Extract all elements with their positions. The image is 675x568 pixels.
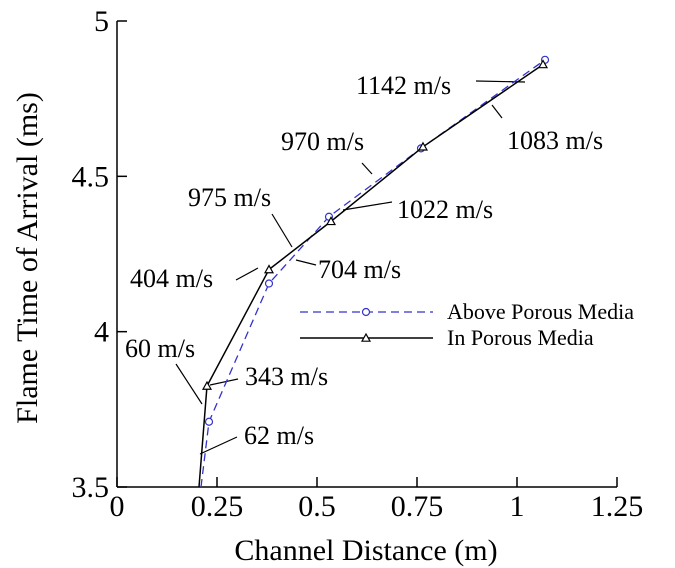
ticks: 0 0.25 0.5 0.75 1 1.25 3.5 4 4.5 5 — [72, 5, 644, 523]
y-axis-label: Flame Time of Arrival (ms) — [11, 92, 44, 424]
data-point-triangle — [201, 380, 213, 390]
velocity-label: 704 m/s — [318, 255, 401, 284]
velocity-label: 343 m/s — [245, 362, 328, 391]
x-tick-label: 0 — [110, 490, 125, 523]
x-tick-label: 1 — [510, 490, 525, 523]
velocity-label: 1083 m/s — [507, 126, 603, 155]
callout-leader — [491, 104, 503, 119]
callout-leader — [361, 162, 373, 175]
velocity-label: 1142 m/s — [356, 71, 451, 100]
y-tick-label: 4.5 — [72, 160, 110, 193]
y-tick-label: 5 — [94, 5, 109, 38]
data-point-triangle — [263, 264, 275, 274]
velocity-label: 970 m/s — [281, 127, 364, 156]
callout-leader — [342, 201, 393, 211]
velocity-label: 1022 m/s — [397, 195, 493, 224]
x-tick-label: 0.5 — [298, 490, 336, 523]
callouts: 60 m/s 404 m/s 975 m/s 970 m/s 1142 m/s 62 m/… — [125, 71, 603, 455]
velocity-label: 62 m/s — [244, 421, 314, 450]
x-tick-label: 0.25 — [191, 490, 244, 523]
callout-leader — [199, 436, 238, 455]
data-point-triangle — [537, 59, 549, 69]
callout-leader — [271, 213, 293, 248]
callout-leader — [235, 267, 259, 281]
data-point-circle — [264, 279, 274, 288]
data-point-triangle — [417, 141, 429, 151]
velocity-label: 975 m/s — [188, 183, 271, 212]
legend-label: In Porous Media — [447, 325, 594, 350]
axes — [116, 21, 617, 488]
data-point-triangle — [325, 216, 337, 226]
callout-leader — [175, 363, 203, 405]
y-tick-label: 4 — [94, 316, 109, 349]
data-point-circle — [361, 307, 371, 317]
y-tick-label: 3.5 — [72, 471, 110, 504]
x-tick-label: 1.25 — [591, 490, 644, 523]
callout-leader — [295, 259, 317, 266]
legend-label: Above Porous Media — [447, 299, 634, 324]
velocity-label: 404 m/s — [130, 264, 213, 293]
series-line — [198, 63, 544, 488]
data-point-circle — [204, 417, 214, 426]
x-tick-label: 0.75 — [391, 490, 444, 523]
callout-leader — [209, 378, 239, 386]
velocity-label: 60 m/s — [125, 334, 195, 363]
x-axis-label: Channel Distance (m) — [234, 534, 497, 567]
series-in-porous-media — [198, 59, 549, 488]
series — [198, 55, 550, 488]
data-point-triangle — [360, 332, 372, 342]
